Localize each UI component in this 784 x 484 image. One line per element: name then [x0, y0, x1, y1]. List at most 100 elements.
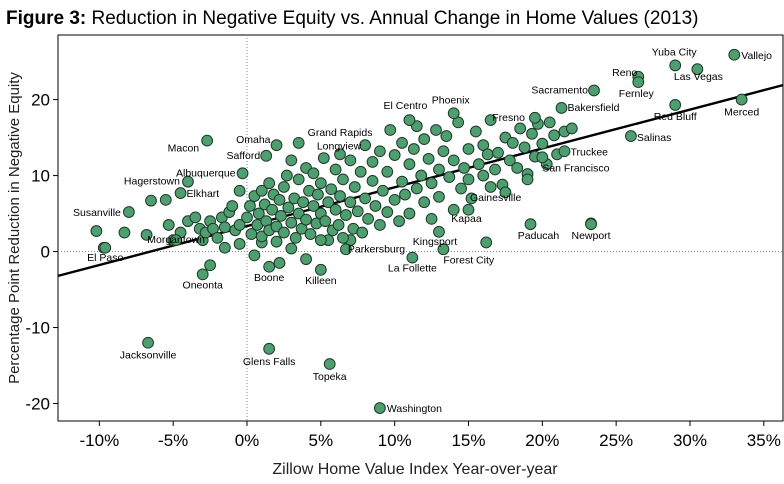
data-point [543, 116, 556, 129]
data-point-labeled [292, 136, 305, 149]
point-label: Truckee [570, 146, 608, 158]
data-point [433, 190, 445, 203]
data-point [322, 196, 335, 209]
point-label: Gainesville [470, 192, 522, 204]
data-point-labeled [555, 102, 568, 114]
data-point [430, 124, 442, 136]
data-point-labeled [236, 167, 249, 180]
data-point-labeled [99, 241, 112, 254]
point-label: Glens Falls [243, 356, 296, 368]
data-point [521, 173, 534, 186]
data-point [304, 228, 317, 240]
data-point-labeled [433, 225, 445, 238]
point-label: Elkhart [187, 188, 220, 200]
data-point [300, 253, 312, 266]
data-point [285, 216, 298, 229]
data-point [278, 181, 290, 193]
data-point [376, 184, 389, 197]
data-point [458, 162, 470, 174]
data-point-labeled [122, 206, 135, 218]
point-label: Susanville [73, 207, 121, 219]
data-point [204, 259, 216, 272]
chart-title-text: Reduction in Negative Equity vs. Annual … [92, 8, 699, 29]
data-point [282, 201, 295, 214]
point-label: Vallejo [741, 50, 772, 62]
x-tick-label: 30% [673, 431, 707, 450]
point-label: Albuquerque [176, 167, 236, 179]
data-point [503, 154, 516, 167]
data-point-labeled [462, 203, 475, 216]
reference-lines [58, 35, 783, 421]
data-point [418, 196, 431, 209]
data-point [480, 236, 493, 249]
data-point-labeled [691, 63, 704, 76]
point-label: El Paso [87, 252, 123, 264]
data-point [348, 181, 361, 193]
point-label: Merced [724, 107, 759, 119]
y-axis-ticks: -20 -10 0 10 20 [25, 91, 58, 414]
data-point [289, 231, 302, 244]
point-label: Salinas [637, 132, 671, 144]
point-label: Killeen [305, 275, 337, 287]
x-tick-label: 25% [599, 431, 633, 450]
point-label: Las Vegas [674, 71, 723, 83]
data-point [351, 205, 364, 218]
point-label: Oneonta [183, 279, 223, 291]
point-label: Kingsport [413, 236, 457, 248]
data-point [278, 226, 290, 239]
data-point [297, 196, 310, 209]
point-label: La Follette [388, 263, 437, 275]
point-label: Sacramento [531, 84, 588, 96]
data-point-labeled [263, 260, 276, 273]
data-point-labeled [182, 175, 194, 188]
data-point [329, 163, 342, 176]
data-point-labeled [334, 148, 346, 161]
data-point [162, 219, 175, 231]
data-point [325, 183, 338, 196]
data-point [381, 206, 394, 218]
data-point [159, 193, 172, 206]
data-point [425, 212, 438, 225]
data-point [332, 219, 345, 231]
data-point-labeled [403, 114, 416, 127]
chart-title: Figure 3: Reduction in Negative Equity v… [6, 8, 698, 29]
data-point [233, 184, 246, 197]
data-point [462, 143, 475, 155]
point-label: Safford [227, 150, 261, 162]
data-point [263, 177, 276, 190]
data-point-labeled [536, 151, 549, 164]
data-point [314, 234, 327, 247]
data-point [506, 136, 519, 149]
data-point-labeled [170, 234, 183, 247]
data-point [425, 177, 438, 190]
data-point-labeled [323, 358, 336, 370]
data-point [359, 139, 372, 152]
data-point [218, 241, 231, 254]
data-point [403, 207, 416, 220]
data-point [514, 122, 527, 135]
data-point [565, 122, 578, 135]
point-label: Kapaa [451, 213, 482, 225]
point-label: Morgantown [147, 234, 205, 246]
data-point [292, 173, 305, 186]
data-point [469, 125, 482, 138]
data-point [388, 149, 401, 161]
x-axis-label: Zillow Home Value Index Year-over-year [272, 461, 558, 478]
data-points [90, 48, 748, 414]
data-point [548, 129, 561, 142]
data-point [280, 169, 293, 182]
point-label: Jacksonville [120, 350, 177, 362]
point-label: Topeka [313, 371, 347, 383]
point-label: Grand Rapids [308, 127, 373, 139]
data-point [381, 165, 394, 178]
point-label: San Francisco [542, 162, 609, 174]
data-point [218, 221, 231, 234]
data-point [273, 193, 286, 206]
data-point [307, 167, 320, 180]
data-point [344, 154, 357, 167]
data-point [481, 148, 494, 161]
data-point [90, 225, 103, 237]
data-point [285, 154, 298, 167]
data-point [359, 192, 372, 205]
data-point-labeled [196, 268, 209, 281]
